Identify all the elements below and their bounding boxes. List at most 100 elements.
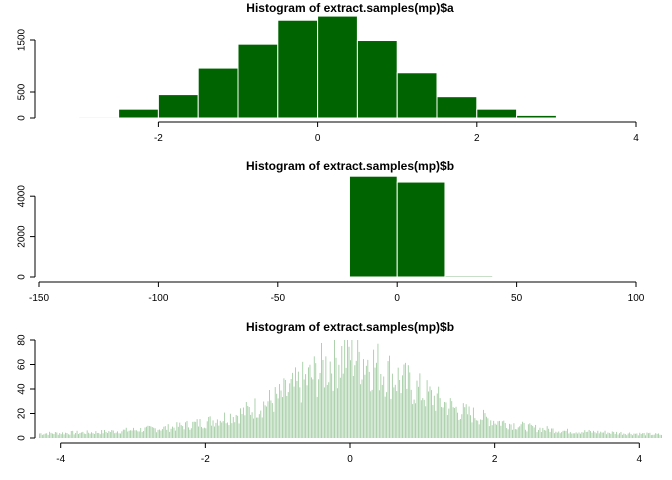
- histogram-b-fine-bar: [177, 426, 179, 438]
- histogram-b-fine-bar: [512, 429, 513, 438]
- histogram-b-fine-bar: [558, 431, 560, 438]
- histogram-b-fine-bar: [604, 430, 606, 438]
- histogram-b-fine-bar: [374, 367, 376, 438]
- histogram-b-fine-bar: [60, 434, 62, 438]
- histogram-b-fine-bar: [650, 435, 652, 438]
- histogram-b-fine-bar: [328, 382, 330, 438]
- histogram-b-fine-bar: [480, 419, 482, 438]
- histogram-b-fine-bar: [384, 396, 386, 438]
- histogram-b-fine-bar: [161, 429, 163, 438]
- histogram-b-fine-bar: [426, 380, 428, 438]
- histogram-b-fine-panel: Histogram of extract.samples(mp)$b -4 -2 0…: [17, 320, 662, 465]
- histogram-b-panel: Histogram of extract.samples(mp)$b -150-…: [17, 159, 645, 304]
- histogram-b-fine-bar: [41, 434, 43, 438]
- histogram-b-fine-bar: [594, 432, 596, 438]
- histogram-b-fine-bar: [120, 433, 121, 438]
- histogram-b-fine-bar: [219, 420, 221, 438]
- histogram-a-y-axis: 0 500 1500: [17, 28, 36, 121]
- histogram-b-fine-bar: [568, 433, 570, 438]
- histogram-b-fine-bar: [140, 427, 142, 438]
- histogram-b-fine-bar: [412, 404, 414, 438]
- histogram-a-bar: [78, 116, 120, 119]
- histogram-b-fine-bar: [156, 432, 158, 438]
- histogram-b-fine-bar: [425, 406, 427, 438]
- histogram-b-fine-bar: [373, 349, 375, 438]
- histogram-b-fine-bar: [300, 402, 302, 438]
- histogram-b-fine-bar: [616, 431, 618, 438]
- histogram-b-fine-bar: [198, 426, 200, 438]
- histogram-b-fine-bar: [546, 426, 548, 438]
- histogram-b-fine-bar: [536, 432, 538, 438]
- histogram-b-fine-bar: [250, 414, 252, 438]
- histogram-b-fine-bar: [189, 429, 191, 438]
- histogram-b-fine-bar: [170, 428, 172, 438]
- histogram-b-fine-bar: [222, 421, 224, 438]
- histogram-b-fine-bar: [429, 386, 431, 438]
- histogram-b-fine-bar: [455, 406, 457, 438]
- histogram-b-fine-bar: [415, 403, 416, 438]
- histogram-b-fine-bar: [163, 426, 165, 438]
- histogram-b-fine-bar: [54, 432, 56, 438]
- histogram-b-fine-bar: [342, 373, 344, 438]
- histogram-b-fine-bar: [59, 433, 61, 438]
- histogram-b-fine-bar: [118, 433, 120, 438]
- histogram-b-fine-bar: [83, 433, 85, 438]
- histogram-b-fine-bar: [215, 422, 217, 438]
- histogram-b-fine-bar: [510, 424, 512, 438]
- histogram-b-fine-bar: [264, 405, 266, 438]
- histogram-b-fine-bar: [653, 434, 655, 438]
- histogram-b-fine-bar: [182, 426, 184, 438]
- histogram-b-fine-bar: [292, 372, 294, 438]
- histogram-b-fine-bar: [553, 433, 555, 438]
- histogram-a-bar: [317, 15, 358, 119]
- histogram-b-fine-bar: [125, 427, 127, 438]
- histogram-a-x-tick-label: 4: [633, 133, 639, 144]
- histogram-b-fine-bar: [78, 434, 79, 438]
- histogram-b-fine-bar: [525, 429, 526, 438]
- histogram-b-fine-bar: [600, 431, 602, 438]
- histogram-b-fine-bar: [296, 380, 298, 438]
- histogram-a-bar: [436, 96, 478, 119]
- histogram-b-fine-bar: [96, 433, 98, 438]
- histogram-b-fine-bar: [325, 356, 327, 438]
- histogram-b-fine-bar: [645, 435, 646, 438]
- histogram-b-fine-bar: [467, 414, 469, 438]
- histogram-b-fine-bar: [50, 432, 52, 438]
- histogram-b-fine-bar: [92, 433, 94, 438]
- histogram-b-fine-bar: [444, 401, 445, 438]
- histogram-b-fine-bar: [513, 423, 515, 438]
- histogram-b-fine-y-tick-label: 80: [17, 334, 28, 346]
- histogram-b-fine-bar: [166, 429, 168, 438]
- histogram-b-fine-bar: [562, 430, 564, 438]
- histogram-b-fine-bar: [459, 418, 461, 438]
- histogram-b-fine-bar: [326, 384, 328, 438]
- histogram-b-fine-bar: [478, 424, 480, 438]
- histogram-a-x-tick-label: 2: [474, 133, 480, 144]
- histogram-b-fine-bar: [167, 424, 169, 438]
- histogram-b-fine-bar: [282, 397, 283, 438]
- histogram-b-fine-bar: [535, 424, 537, 438]
- histogram-b-fine-bar: [578, 432, 580, 438]
- histogram-a-bar: [157, 94, 199, 119]
- histogram-b-fine-bar: [572, 433, 574, 438]
- histogram-b-fine-bar: [279, 384, 281, 438]
- histogram-b-fine-bar: [336, 388, 338, 438]
- histogram-b-fine-bar: [319, 372, 321, 438]
- histogram-b-fine-bar: [661, 434, 662, 438]
- histogram-b-fine-bar: [487, 418, 489, 438]
- histogram-b-fine-bar: [348, 346, 350, 438]
- histogram-b-fine-bar: [73, 434, 75, 438]
- histogram-b-fine-bar: [659, 434, 661, 438]
- histogram-b-fine-bar: [104, 429, 105, 438]
- histogram-b-fine-bar: [303, 379, 305, 438]
- histogram-b-fine-bar: [565, 430, 567, 438]
- histogram-b-fine-bar: [532, 425, 534, 438]
- histogram-b-fine-bar: [154, 428, 156, 438]
- histogram-b-fine-bar: [131, 430, 133, 438]
- histogram-b-fine-bar: [500, 425, 502, 438]
- histogram-b-fine-bar: [360, 384, 362, 438]
- histogram-b-fine-bar: [552, 428, 554, 438]
- histogram-b-fine-bar: [221, 422, 223, 438]
- histogram-b-fine-bar: [438, 386, 440, 438]
- histogram-b-fine-bar: [157, 429, 159, 438]
